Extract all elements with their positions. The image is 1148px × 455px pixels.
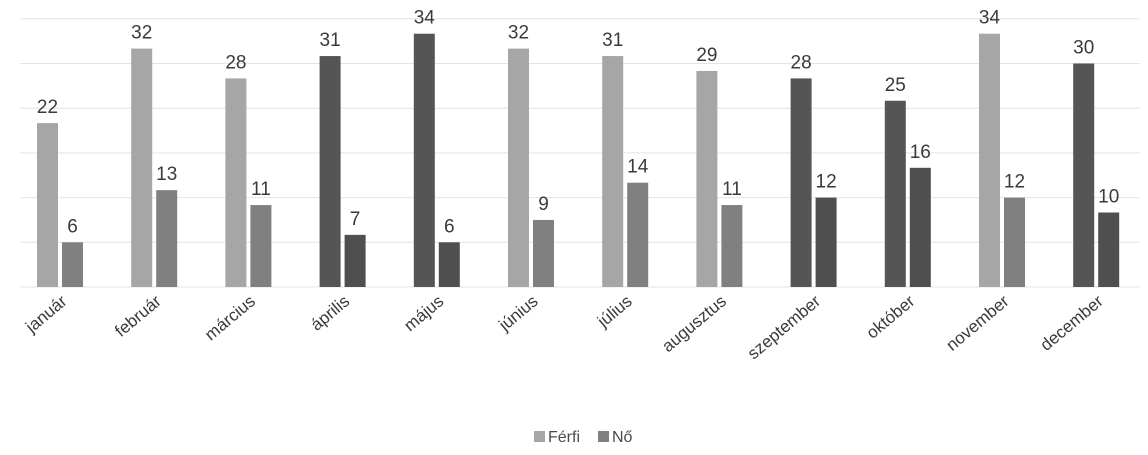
bar-no-március (250, 205, 272, 287)
x-tick-label-november: november (942, 291, 1012, 354)
gridlines (20, 18, 1140, 288)
x-tick-label-szeptember: szeptember (744, 291, 825, 363)
x-tick-label-augusztus: augusztus (658, 292, 730, 356)
data-label-ferfi-április: 31 (320, 30, 341, 51)
bar-ferfi-április (319, 56, 341, 287)
bar-ferfi-május (413, 33, 435, 288)
bar-no-december (1098, 212, 1120, 287)
x-tick-label-június: június (495, 292, 542, 336)
data-label-no-április: 7 (350, 209, 361, 230)
data-label-ferfi-május: 34 (414, 8, 436, 29)
data-label-no-november: 12 (1004, 172, 1025, 193)
x-tick-label-október: október (863, 291, 919, 342)
data-label-ferfi-június: 32 (508, 23, 529, 44)
legend-swatch-ferfi (534, 431, 545, 442)
data-label-ferfi-március: 28 (225, 52, 246, 73)
bar-no-július (627, 182, 649, 287)
bar-no-február (156, 190, 178, 287)
data-label-ferfi-november: 34 (979, 8, 1001, 29)
bar-no-október (909, 167, 931, 287)
bar-ferfi-november (979, 33, 1000, 288)
data-label-ferfi-augusztus: 29 (696, 45, 717, 66)
bar-no-június (533, 219, 554, 287)
bar-ferfi-február (131, 48, 153, 287)
data-label-no-október: 16 (910, 142, 931, 163)
bar-ferfi-december (1073, 63, 1095, 287)
data-label-ferfi-február: 32 (131, 23, 152, 44)
x-tick-label-július: július (593, 292, 636, 332)
legend-label-ferfi: Férfi (548, 429, 580, 446)
x-tick-label-február: február (111, 291, 165, 340)
bar-no-január (62, 242, 83, 287)
data-label-ferfi-december: 30 (1073, 38, 1094, 59)
data-labels: 22 6 32 13 28 11 31 7 34 6 32 9 31 14 29 11 28 12 25 16 34 12… (37, 8, 1119, 238)
bar-no-április (344, 234, 366, 287)
legend-swatch-no (598, 431, 609, 442)
bar-ferfi-október (884, 100, 906, 287)
bar-ferfi-január (37, 123, 58, 287)
data-label-no-március: 11 (251, 179, 271, 200)
data-label-ferfi-szeptember: 28 (791, 52, 812, 73)
bar-ferfi-július (602, 56, 624, 287)
data-label-no-február: 13 (156, 164, 177, 185)
bar-no-szeptember (815, 197, 837, 287)
bars (37, 33, 1120, 288)
bar-no-május (438, 242, 460, 287)
bar-no-november (1004, 197, 1025, 287)
x-tick-label-március: március (201, 292, 259, 345)
bar-ferfi-szeptember (790, 78, 812, 288)
data-label-ferfi-január: 22 (37, 97, 58, 118)
x-tick-labels: január február március április május június jú… (21, 291, 1107, 363)
bar-ferfi-június (508, 48, 529, 287)
data-label-no-június: 9 (538, 194, 549, 215)
x-tick-label-május: május (400, 292, 447, 336)
x-tick-label-január: január (21, 291, 70, 337)
legend: Férfi Nő (534, 429, 633, 446)
legend-label-no: Nő (612, 429, 633, 446)
data-label-no-július: 14 (627, 157, 649, 178)
data-label-ferfi-október: 25 (885, 75, 906, 96)
data-label-no-május: 6 (444, 216, 455, 237)
data-label-no-augusztus: 11 (722, 179, 742, 200)
data-label-no-szeptember: 12 (816, 172, 837, 193)
bar-ferfi-március (225, 78, 247, 288)
data-label-ferfi-július: 31 (602, 30, 623, 51)
x-tick-label-április: április (307, 292, 353, 335)
data-label-no-december: 10 (1098, 187, 1119, 208)
bar-no-augusztus (721, 205, 743, 287)
x-tick-label-december: december (1037, 291, 1107, 354)
bar-ferfi-augusztus (696, 70, 718, 287)
data-label-no-január: 6 (67, 216, 78, 237)
